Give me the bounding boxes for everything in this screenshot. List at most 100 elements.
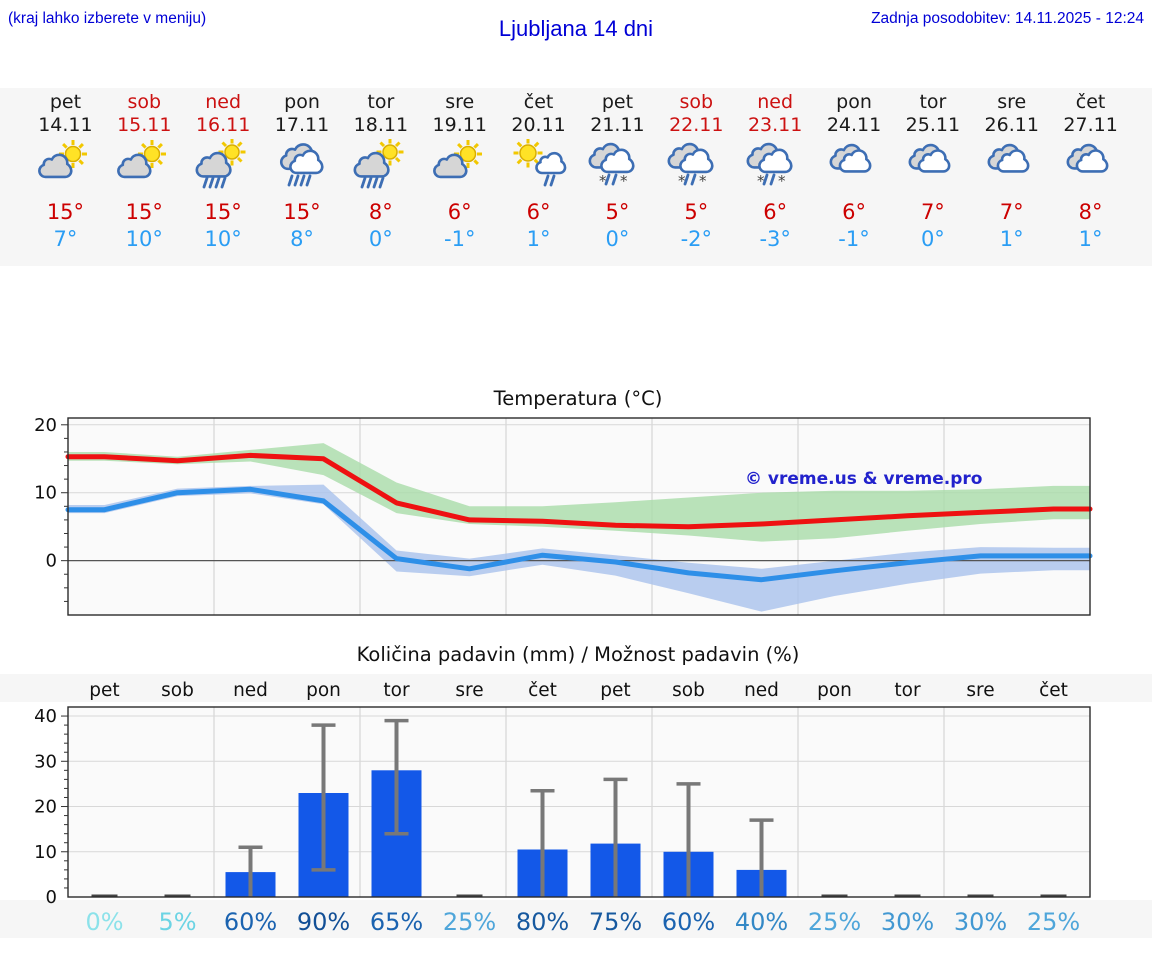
sun-cloud-icon [105, 137, 184, 197]
min-temp-band [68, 484, 1090, 612]
high-temp: 6° [763, 200, 788, 224]
day-name: pet [49, 91, 82, 113]
day-date: 17.11 [274, 114, 330, 136]
menu-hint-note: (kraj lahko izberete v meniju) [8, 10, 207, 27]
low-temp: 1° [999, 227, 1024, 251]
day-name: pet [601, 91, 634, 113]
precip-probability-label: 60% [662, 908, 715, 936]
precip-day-label: pet [600, 680, 630, 701]
temp-y-tick-label: 0 [46, 551, 57, 572]
day-name: pon [836, 91, 872, 113]
day-date: 27.11 [1063, 114, 1118, 136]
day-date: 16.11 [195, 114, 251, 136]
precip-day-label: sob [672, 680, 705, 701]
high-temp: 7° [999, 200, 1024, 224]
svg-text:*: * [620, 172, 628, 190]
precipitation-chart-title: Količina padavin (mm) / Možnost padavin … [357, 643, 800, 666]
temp-y-tick-label: 10 [34, 483, 57, 504]
forecast-day-column: tor 18.11 8° 0° [341, 88, 420, 253]
precip-y-tick-label: 20 [34, 797, 57, 818]
day-date: 21.11 [590, 114, 645, 136]
zero-precip-marker [894, 894, 921, 897]
precip-probability-label: 60% [224, 908, 277, 936]
forecast-day-column: pet 14.11 15° 7° [26, 88, 105, 253]
day-name: pon [284, 91, 320, 113]
forecast-day-column: sob 15.11 15° 10° [105, 88, 184, 253]
forecast-day-column: ned 16.11 15° 10° [184, 88, 263, 253]
precipitation-chart: 0 10 20 30 40 Količina padavin (mm) / Možnost… [0, 643, 1152, 938]
day-date: 24.11 [826, 114, 882, 136]
zero-precip-marker [164, 894, 191, 897]
low-temp: 10° [204, 227, 242, 251]
precip-day-label: tor [383, 680, 410, 701]
day-name: tor [367, 91, 395, 113]
precip-y-tick-label: 0 [46, 887, 57, 908]
sun-cloud-showers-icon [499, 137, 578, 197]
forecast-day-column: pon 24.11 6° -1° [815, 88, 894, 253]
sun-cloud-rain-icon [341, 137, 420, 197]
day-date: 20.11 [511, 114, 566, 136]
zero-precip-marker [91, 894, 118, 897]
precip-probability-label: 75% [589, 908, 642, 936]
precip-day-label: sob [161, 680, 194, 701]
high-temp: 15° [125, 200, 163, 224]
clouds-icon [893, 137, 972, 197]
low-temp: 7° [53, 227, 78, 251]
sun-cloud-rain-icon [184, 137, 263, 197]
zero-precip-marker [821, 894, 848, 897]
precip-day-label: ned [233, 680, 268, 701]
probability-strip [0, 900, 1152, 938]
high-temp: 15° [204, 200, 242, 224]
low-temp: 1° [1078, 227, 1103, 251]
low-temp: 0° [920, 227, 945, 251]
day-date: 15.11 [117, 114, 172, 136]
low-temp: 0° [368, 227, 393, 251]
watermark: © vreme.us & vreme.pro [745, 469, 982, 489]
clouds-icon [972, 137, 1051, 197]
temperature-chart: 0 10 20 Temperatura (°C) © vreme.us & vreme.… [34, 388, 1093, 616]
high-temp: 15° [46, 200, 85, 224]
precip-probability-label: 0% [85, 908, 123, 936]
precip-day-label: pon [817, 680, 852, 701]
day-date: 19.11 [432, 114, 487, 136]
high-temp: 8° [1078, 200, 1103, 224]
plot-background [68, 707, 1090, 897]
clouds-rain-icon [263, 137, 342, 197]
chart-border [67, 706, 1091, 898]
clouds-sleet-icon: * * [657, 137, 736, 197]
forecast-day-column: čet 27.11 8° 1° [1051, 88, 1130, 253]
precip-probability-label: 25% [443, 908, 496, 936]
precip-y-tick-label: 40 [34, 706, 57, 727]
zero-precip-marker [967, 894, 994, 897]
day-name: čet [1075, 91, 1106, 113]
temperature-chart-title: Temperatura (°C) [493, 388, 663, 410]
precip-probability-label: 5% [158, 908, 196, 936]
forecast-day-column: sob 22.11 * * 5° -2° [657, 88, 736, 253]
precip-day-label: pon [306, 680, 341, 701]
high-temp: 6° [526, 200, 551, 224]
forecast-day-column: ned 23.11 * * 6° -3° [736, 88, 815, 253]
clouds-sleet-icon: * * [578, 137, 657, 197]
low-temp: 8° [290, 227, 314, 251]
precip-probability-label: 90% [297, 908, 350, 936]
precip-probability-label: 25% [1027, 908, 1080, 936]
high-temp: 7° [920, 200, 945, 224]
chart-border [67, 417, 1091, 616]
max-temp-band [68, 443, 1090, 542]
svg-text:*: * [678, 172, 686, 190]
high-temp: 15° [283, 200, 321, 224]
precip-day-label: tor [894, 680, 921, 701]
high-temp: 6° [447, 200, 472, 224]
precip-day-label: čet [1039, 680, 1068, 701]
zero-precip-marker [1040, 894, 1067, 897]
low-temp: -1° [444, 227, 476, 251]
forecast-day-column: pet 21.11 * * 5° 0° [578, 88, 657, 253]
low-temp: 0° [605, 227, 630, 251]
low-temp: -3° [759, 227, 791, 251]
precip-day-label: čet [528, 680, 557, 701]
day-date: 25.11 [905, 114, 961, 136]
clouds-icon [815, 137, 894, 197]
high-temp: 6° [842, 200, 866, 224]
max-temp-line [65, 452, 1093, 530]
sun-cloud-icon [26, 137, 105, 197]
